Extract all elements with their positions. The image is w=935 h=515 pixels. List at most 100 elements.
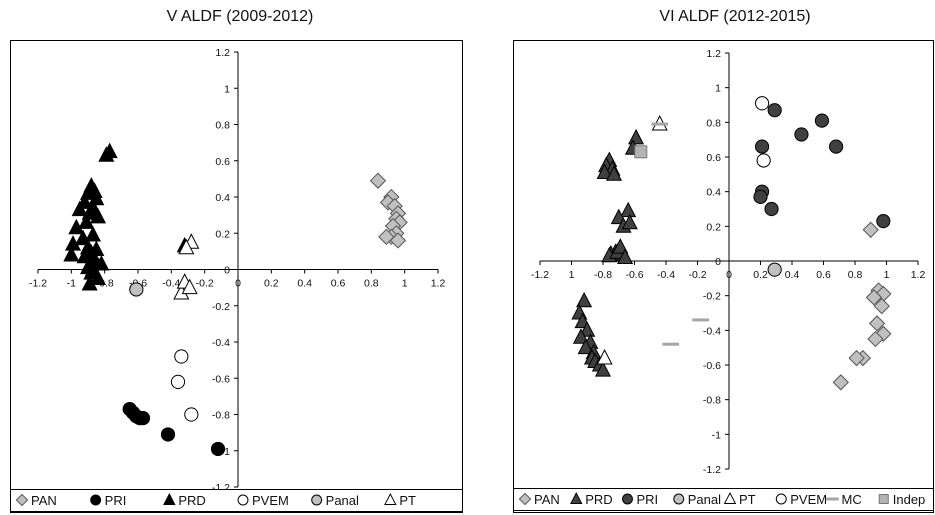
x-tick-label-left: 1.2 (431, 278, 446, 290)
x-tick-label-right: 0.6 (816, 269, 831, 281)
legend-marker-indep-right (878, 494, 889, 504)
y-tick-label-right: 0.8 (706, 117, 721, 129)
chart-right: -1.2 1 -0.8 -0.6 -0.4 -0.2 0 0.2 0.4 0.6 0.8 1 1.2 -1… (513, 40, 934, 513)
chart-title-left: V ALDF (2009-2012) (166, 8, 314, 25)
legend-box-right (513, 488, 934, 511)
x-tick-label-right: 1 (569, 269, 575, 281)
x-tick-label-left: 0 (235, 278, 241, 290)
legend-label-pan-right: PAN (534, 492, 560, 507)
point-pvem-left (184, 407, 199, 422)
point-pan-right (862, 221, 879, 238)
point-prd-right (594, 361, 612, 377)
legend-label-pvem-left: PVEM (252, 493, 289, 508)
legend-marker-pan-left (15, 493, 29, 507)
point-prd-right (577, 338, 594, 355)
point-pan-right (848, 349, 865, 367)
point-pan-right (873, 297, 890, 315)
legend-left: PAN PRI PRD PVEM Panal PT (10, 489, 463, 512)
legend-box-left (10, 489, 463, 512)
legend-label-pvem-right: PVEM (790, 492, 827, 507)
point-panal-left (129, 282, 144, 297)
x-tick-label-right: -0.8 (594, 269, 612, 281)
point-prd-left (93, 255, 110, 271)
y-tick-label-left: -0.4 (212, 337, 230, 349)
point-pri-right (814, 113, 830, 128)
x-tick-label-left: 0.4 (297, 278, 312, 290)
point-pan-left (369, 172, 387, 189)
point-prd-right (579, 321, 596, 337)
y-tick-label-left: 0.2 (215, 228, 230, 240)
x-tick-label-left: 0.2 (264, 278, 279, 290)
point-pri-left (135, 411, 151, 426)
y-tick-label-right: 0.2 (706, 221, 721, 233)
point-prd-left (89, 269, 107, 286)
y-tick-label-left: -1 (221, 446, 230, 458)
y-tick-label-right: -0.6 (703, 360, 721, 372)
point-pan-left (378, 228, 395, 246)
point-indep-right (634, 145, 648, 159)
series-pan-right (832, 221, 892, 391)
series-pan-left (369, 172, 408, 249)
point-mc-right (651, 122, 669, 126)
point-pvem-right (756, 153, 771, 168)
point-pri-left (210, 441, 226, 457)
legend-label-prd-left: PRD (178, 493, 205, 508)
point-prd-right (617, 248, 634, 264)
y-tick-label-left: 0.8 (215, 120, 230, 132)
legend-marker-mc-right (826, 497, 839, 501)
y-tick-label-left: -0.6 (212, 373, 230, 385)
point-prd-right (612, 238, 629, 254)
point-pri-right (829, 139, 844, 154)
point-prd-left (89, 207, 107, 224)
legend-right: PAN PRD PRI Panal PT PVEM MC Indep (513, 488, 934, 511)
x-tick-label-left: -0.4 (162, 278, 180, 290)
legend-label-prd-right: PRD (585, 492, 612, 507)
point-pri-right (794, 127, 809, 142)
point-pri-right (754, 139, 770, 154)
point-pan-right (865, 289, 883, 306)
legend-marker-pt-left (384, 492, 397, 505)
point-prd-left (84, 226, 102, 242)
legend-marker-prd-left (163, 492, 176, 505)
point-pt-left (181, 278, 198, 295)
chart-frame-right (513, 40, 934, 513)
x-tick-label-left: -1.2 (29, 278, 47, 290)
point-pri-right (764, 201, 779, 217)
point-prd-right (628, 128, 645, 145)
chart-left: -1.2 -1 -0.8 -0.6 -0.4 -0.2 0 0.2 0.4 0.6 0.8 1 1.2 -… (10, 40, 463, 513)
y-tick-label-left: 0.6 (215, 156, 230, 168)
y-tick-label-right: 1 (715, 83, 721, 95)
point-prd-left (68, 218, 85, 235)
legend-marker-pvem-left (237, 494, 249, 506)
x-tick-label-left: 0.8 (364, 278, 379, 290)
point-prd-left (71, 200, 88, 217)
y-tick-label-left: 0.4 (215, 192, 230, 204)
legend-marker-pri-left (90, 494, 102, 506)
series-prd-left (63, 142, 193, 291)
x-tick-label-left: 1 (402, 278, 408, 290)
legend-label-indep-right: Indep (893, 492, 926, 507)
x-tick-label-left: -0.2 (196, 278, 214, 290)
legend-label-pt-left: PT (399, 493, 416, 508)
point-pan-right (868, 315, 886, 332)
y-tick-label-right: 0.6 (706, 152, 721, 164)
series-pri-right (753, 103, 891, 229)
series-pvem-right (754, 96, 771, 168)
y-tick-label-left: 0 (224, 265, 230, 277)
y-tick-label-right: -0.2 (703, 291, 721, 303)
legend-label-panal-right: Panal (688, 492, 721, 507)
y-tick-label-right: -1.2 (703, 464, 721, 476)
legend-label-panal-left: Panal (326, 493, 359, 508)
y-tick-label-left: 1 (224, 83, 230, 95)
legend-marker-prd-right (570, 491, 583, 504)
legend-label-mc-right: MC (842, 492, 862, 507)
x-tick-label-right: 0.2 (753, 269, 768, 281)
y-tick-label-left: -0.2 (212, 301, 230, 313)
series-prd-right (571, 128, 645, 377)
point-prd-left (63, 245, 80, 262)
chart-frame-left (10, 40, 463, 513)
point-pt-left (178, 238, 195, 255)
point-prd-right (620, 201, 637, 218)
point-pt-right (596, 349, 613, 365)
